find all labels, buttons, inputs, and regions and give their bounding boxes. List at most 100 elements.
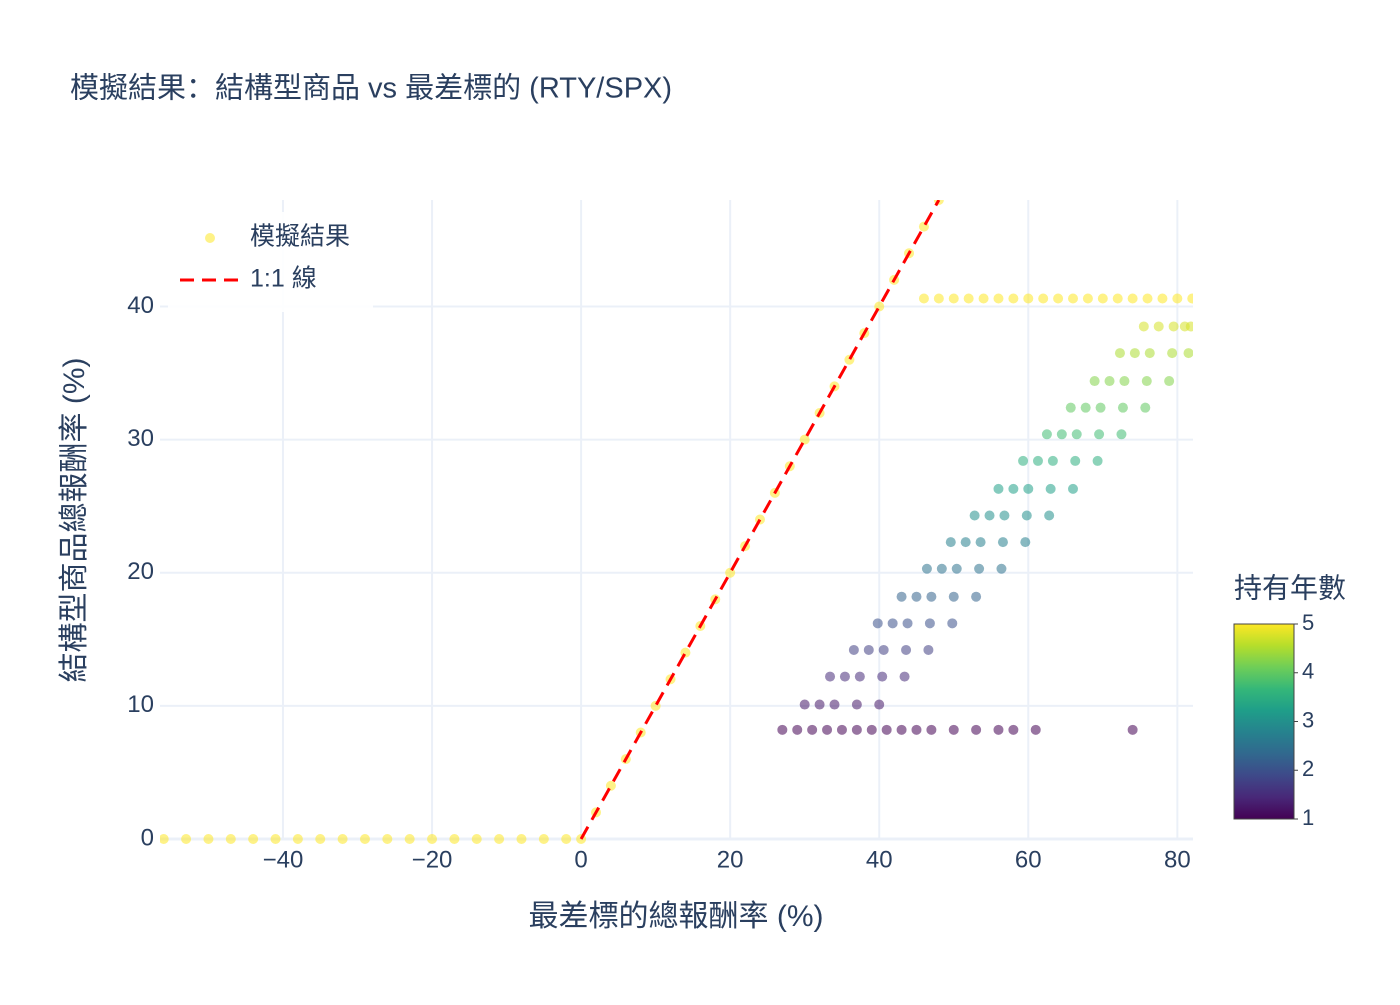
scatter-point — [494, 834, 505, 844]
scatter-point — [1127, 724, 1138, 735]
x-tick-label: 80 — [1164, 846, 1191, 873]
scatter-point — [1021, 510, 1032, 521]
scatter-point — [993, 293, 1004, 304]
scatter-point — [866, 724, 877, 735]
scatter-point — [851, 699, 862, 710]
y-tick-label: 30 — [127, 425, 154, 452]
scatter-point — [1047, 455, 1058, 466]
scatter-point — [993, 483, 1004, 494]
plot-area — [160, 200, 1193, 844]
scatter-point — [1117, 402, 1128, 413]
scatter-point — [1141, 376, 1152, 387]
scatter-point — [292, 834, 303, 844]
colorbar-title: 持有年數 — [1234, 572, 1346, 603]
scatter-point — [1097, 293, 1108, 304]
scatter-point — [359, 834, 370, 844]
scatter-point — [971, 591, 982, 602]
scatter-point — [561, 834, 572, 844]
scatter-point — [538, 834, 549, 844]
scatter-point — [1080, 402, 1091, 413]
scatter-point — [978, 293, 989, 304]
scatter-point — [1018, 455, 1029, 466]
scatter-point — [921, 563, 932, 574]
scatter-point — [974, 563, 985, 574]
scatter-point — [948, 724, 959, 735]
scatter-point — [948, 293, 959, 304]
scatter-point — [872, 618, 883, 629]
scatter-point — [936, 563, 947, 574]
scatter-point — [863, 644, 874, 655]
scatter-point — [829, 699, 840, 710]
colorbar-tick-label: 4 — [1302, 659, 1314, 684]
x-tick-label: −40 — [263, 846, 304, 873]
scatter-point — [1167, 348, 1178, 359]
scatter-point — [315, 834, 326, 844]
scatter-point — [1008, 483, 1019, 494]
scatter-point — [1144, 348, 1155, 359]
scatter-point — [799, 699, 810, 710]
scatter-point — [969, 510, 980, 521]
legend-label: 1:1 線 — [250, 265, 317, 293]
scatter-point — [1183, 348, 1193, 359]
scatter-point — [1008, 293, 1019, 304]
scatter-point — [997, 537, 1008, 548]
scatter-point — [1185, 321, 1193, 332]
scatter-point — [825, 671, 836, 682]
scatter-point — [404, 834, 415, 844]
colorbar-tick-label: 3 — [1302, 707, 1314, 732]
scatter-point — [911, 724, 922, 735]
scatter-point — [926, 591, 937, 602]
chart-title: 模擬結果：結構型商品 vs 最差標的 (RTY/SPX) — [70, 72, 672, 105]
scatter-point — [1095, 402, 1106, 413]
scatter-point — [851, 724, 862, 735]
scatter-point — [1129, 348, 1140, 359]
scatter-point — [971, 724, 982, 735]
y-axis-title: 結構型商品總報酬率 (%) — [58, 358, 91, 683]
scatter-point — [203, 834, 214, 844]
scatter-point — [1127, 293, 1138, 304]
scatter-point — [923, 644, 934, 655]
scatter-point — [996, 563, 1007, 574]
scatter-point — [792, 724, 803, 735]
scatter-point — [945, 537, 956, 548]
scatter-point — [1044, 510, 1055, 521]
y-tick-label: 0 — [141, 824, 154, 851]
scatter-point — [836, 724, 847, 735]
scatter-point — [248, 834, 259, 844]
scatter-point — [984, 510, 995, 521]
scatter-point — [896, 724, 907, 735]
scatter-point — [848, 644, 859, 655]
y-tick-label: 10 — [127, 691, 154, 718]
x-tick-label: 40 — [866, 846, 893, 873]
scatter-point — [926, 724, 937, 735]
scatter-point — [951, 563, 962, 574]
scatter-point — [1023, 293, 1034, 304]
scatter-point — [1053, 293, 1064, 304]
legend-label: 模擬結果 — [250, 223, 350, 251]
scatter-point — [902, 618, 913, 629]
scatter-point — [1020, 537, 1031, 548]
scatter-point — [1038, 293, 1049, 304]
scatter-point — [382, 834, 393, 844]
x-tick-label: −20 — [412, 846, 453, 873]
scatter-point — [899, 671, 910, 682]
scatter-point — [1071, 429, 1082, 440]
scatter-point — [1068, 293, 1079, 304]
scatter-point — [777, 724, 788, 735]
scatter-point — [1023, 483, 1034, 494]
legend-symbol — [205, 233, 215, 243]
colorbar — [1233, 623, 1295, 820]
scatter-point — [1065, 402, 1076, 413]
reference-line — [579, 200, 941, 840]
scatter-point — [1070, 455, 1081, 466]
scatter-point — [814, 699, 825, 710]
scatter-point — [854, 671, 865, 682]
scatter-point — [918, 293, 929, 304]
scatter-point — [822, 724, 833, 735]
scatter-point — [887, 618, 898, 629]
x-tick-label: 0 — [574, 846, 587, 873]
scatter-point — [1032, 455, 1043, 466]
scatter-point — [1104, 376, 1115, 387]
scatter-point — [963, 293, 974, 304]
